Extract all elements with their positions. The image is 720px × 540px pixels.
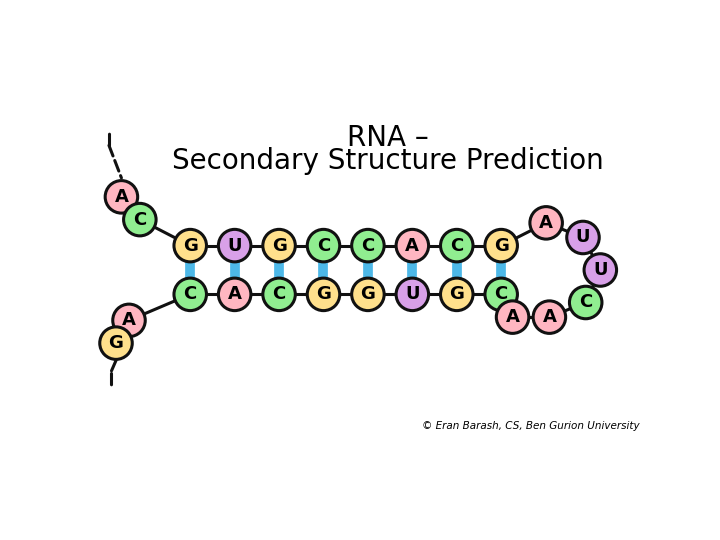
Text: G: G	[271, 237, 287, 255]
Circle shape	[263, 278, 295, 310]
Text: C: C	[317, 237, 330, 255]
Text: C: C	[272, 285, 286, 303]
Circle shape	[307, 278, 340, 310]
Text: A: A	[114, 188, 128, 206]
Text: RNA –: RNA –	[347, 124, 429, 152]
Circle shape	[174, 230, 207, 262]
Circle shape	[396, 230, 428, 262]
Circle shape	[570, 286, 602, 319]
Circle shape	[441, 278, 473, 310]
Circle shape	[307, 230, 340, 262]
Circle shape	[533, 301, 566, 333]
Text: A: A	[542, 308, 557, 326]
Text: Secondary Structure Prediction: Secondary Structure Prediction	[172, 147, 604, 175]
Text: C: C	[450, 237, 464, 255]
Text: C: C	[133, 211, 146, 228]
Circle shape	[485, 278, 518, 310]
Circle shape	[530, 207, 562, 239]
Circle shape	[496, 301, 528, 333]
Circle shape	[396, 278, 428, 310]
Text: A: A	[505, 308, 520, 326]
Circle shape	[100, 327, 132, 360]
Circle shape	[485, 230, 518, 262]
Text: G: G	[361, 285, 375, 303]
Text: G: G	[316, 285, 331, 303]
Circle shape	[124, 204, 156, 236]
Circle shape	[218, 230, 251, 262]
Text: G: G	[449, 285, 464, 303]
Text: C: C	[361, 237, 374, 255]
Text: C: C	[184, 285, 197, 303]
Text: U: U	[593, 261, 608, 279]
Circle shape	[351, 230, 384, 262]
Text: C: C	[495, 285, 508, 303]
Circle shape	[567, 221, 599, 254]
Text: U: U	[405, 285, 420, 303]
Circle shape	[113, 304, 145, 336]
Text: U: U	[576, 228, 590, 246]
Text: A: A	[228, 285, 242, 303]
Text: A: A	[539, 214, 553, 232]
Text: G: G	[183, 237, 198, 255]
Circle shape	[351, 278, 384, 310]
Circle shape	[441, 230, 473, 262]
Text: A: A	[122, 312, 136, 329]
Text: G: G	[109, 334, 123, 352]
Text: © Eran Barash, CS, Ben Gurion University: © Eran Barash, CS, Ben Gurion University	[422, 421, 640, 431]
Text: G: G	[494, 237, 508, 255]
Text: C: C	[579, 294, 593, 312]
Circle shape	[105, 180, 138, 213]
Text: U: U	[228, 237, 242, 255]
Circle shape	[584, 254, 616, 286]
Circle shape	[263, 230, 295, 262]
Circle shape	[218, 278, 251, 310]
Text: A: A	[405, 237, 419, 255]
Circle shape	[174, 278, 207, 310]
